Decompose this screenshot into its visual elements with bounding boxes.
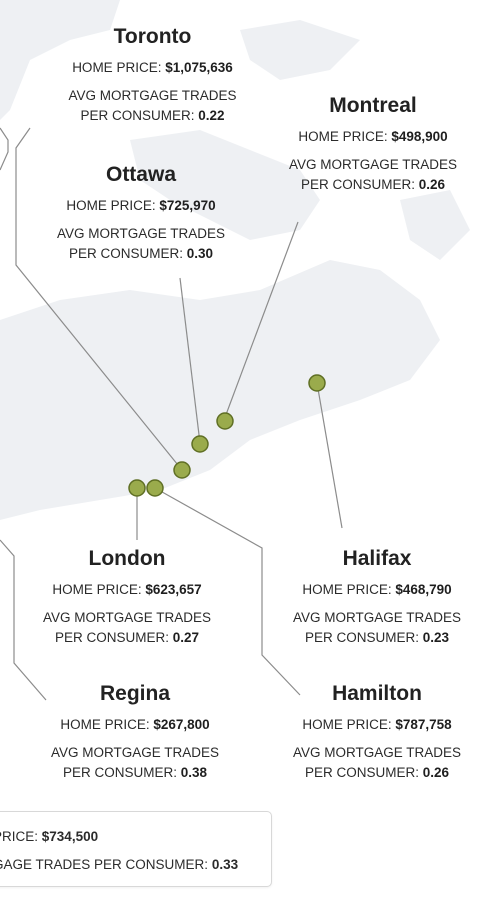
home-price-row: HOME PRICE: $498,900	[298, 129, 448, 144]
marker-halifax[interactable]	[308, 374, 326, 392]
trades-line1: AVG MORTGAGE TRADES	[56, 226, 226, 241]
city-name: Halifax	[342, 547, 412, 570]
city-name: Montreal	[329, 94, 417, 117]
marker-hamilton[interactable]	[146, 479, 164, 497]
connector-regina	[0, 539, 47, 701]
marker-montreal[interactable]	[216, 412, 234, 430]
connector-ottawa	[179, 277, 201, 444]
connector-left-edge	[0, 127, 9, 171]
connector-halifax	[316, 382, 343, 529]
trades-line1: AVG MORTGAGE TRADES	[42, 610, 212, 625]
connector-hamilton	[154, 487, 301, 696]
trades-row: PER CONSUMER: 0.30	[68, 246, 214, 261]
city-name: London	[88, 547, 166, 570]
city-card-halifax: Halifax HOME PRICE: $468,790 AVG MORTGAG…	[272, 546, 482, 648]
marker-toronto[interactable]	[173, 461, 191, 479]
trades-row: PER CONSUMER: 0.27	[54, 630, 200, 645]
trades-line1: AVG MORTGAGE TRADES	[68, 88, 237, 103]
marker-london[interactable]	[128, 479, 146, 497]
home-price-row: HOME PRICE: $787,758	[302, 717, 452, 732]
home-price-row: HOME PRICE: $623,657	[52, 582, 202, 597]
trades-row: PER CONSUMER: 0.23	[304, 630, 450, 645]
city-card-toronto: Toronto HOME PRICE: $1,075,636 AVG MORTG…	[30, 24, 275, 126]
trades-row: PER CONSUMER: 0.38	[62, 765, 208, 780]
city-card-hamilton: Hamilton HOME PRICE: $787,758 AVG MORTGA…	[272, 681, 482, 783]
trades-line1: AVG MORTGAGE TRADES	[292, 610, 462, 625]
city-card-london: London HOME PRICE: $623,657 AVG MORTGAGE…	[22, 546, 232, 648]
connector-toronto	[15, 127, 183, 471]
box-home-price-row: PRICE: $734,500	[0, 829, 99, 844]
home-price-row: HOME PRICE: $267,800	[60, 717, 210, 732]
city-name: Ottawa	[105, 163, 176, 186]
trades-row: PER CONSUMER: 0.22	[80, 108, 225, 123]
city-name: Toronto	[113, 25, 192, 48]
home-price-row: HOME PRICE: $1,075,636	[72, 60, 233, 75]
city-card-ottawa: Ottawa HOME PRICE: $725,970 AVG MORTGAGE…	[36, 162, 246, 264]
marker-ottawa[interactable]	[191, 435, 209, 453]
trades-row: PER CONSUMER: 0.26	[300, 177, 446, 192]
home-price-row: HOME PRICE: $468,790	[302, 582, 452, 597]
city-card-montreal: Montreal HOME PRICE: $498,900 AVG MORTGA…	[268, 93, 478, 195]
city-name: Regina	[99, 682, 170, 705]
trades-row: PER CONSUMER: 0.26	[304, 765, 450, 780]
home-price-row: HOME PRICE: $725,970	[66, 198, 216, 213]
connector-montreal	[223, 221, 299, 421]
city-name: Hamilton	[332, 682, 422, 705]
trades-line1: AVG MORTGAGE TRADES	[50, 745, 220, 760]
trades-line1: AVG MORTGAGE TRADES	[292, 745, 462, 760]
national-average-box: PRICE: $734,500 GAGE TRADES PER CONSUMER…	[0, 811, 272, 887]
box-trades-row: GAGE TRADES PER CONSUMER: 0.33	[0, 857, 239, 872]
trades-line1: AVG MORTGAGE TRADES	[288, 157, 458, 172]
city-card-regina: Regina HOME PRICE: $267,800 AVG MORTGAGE…	[30, 681, 240, 783]
